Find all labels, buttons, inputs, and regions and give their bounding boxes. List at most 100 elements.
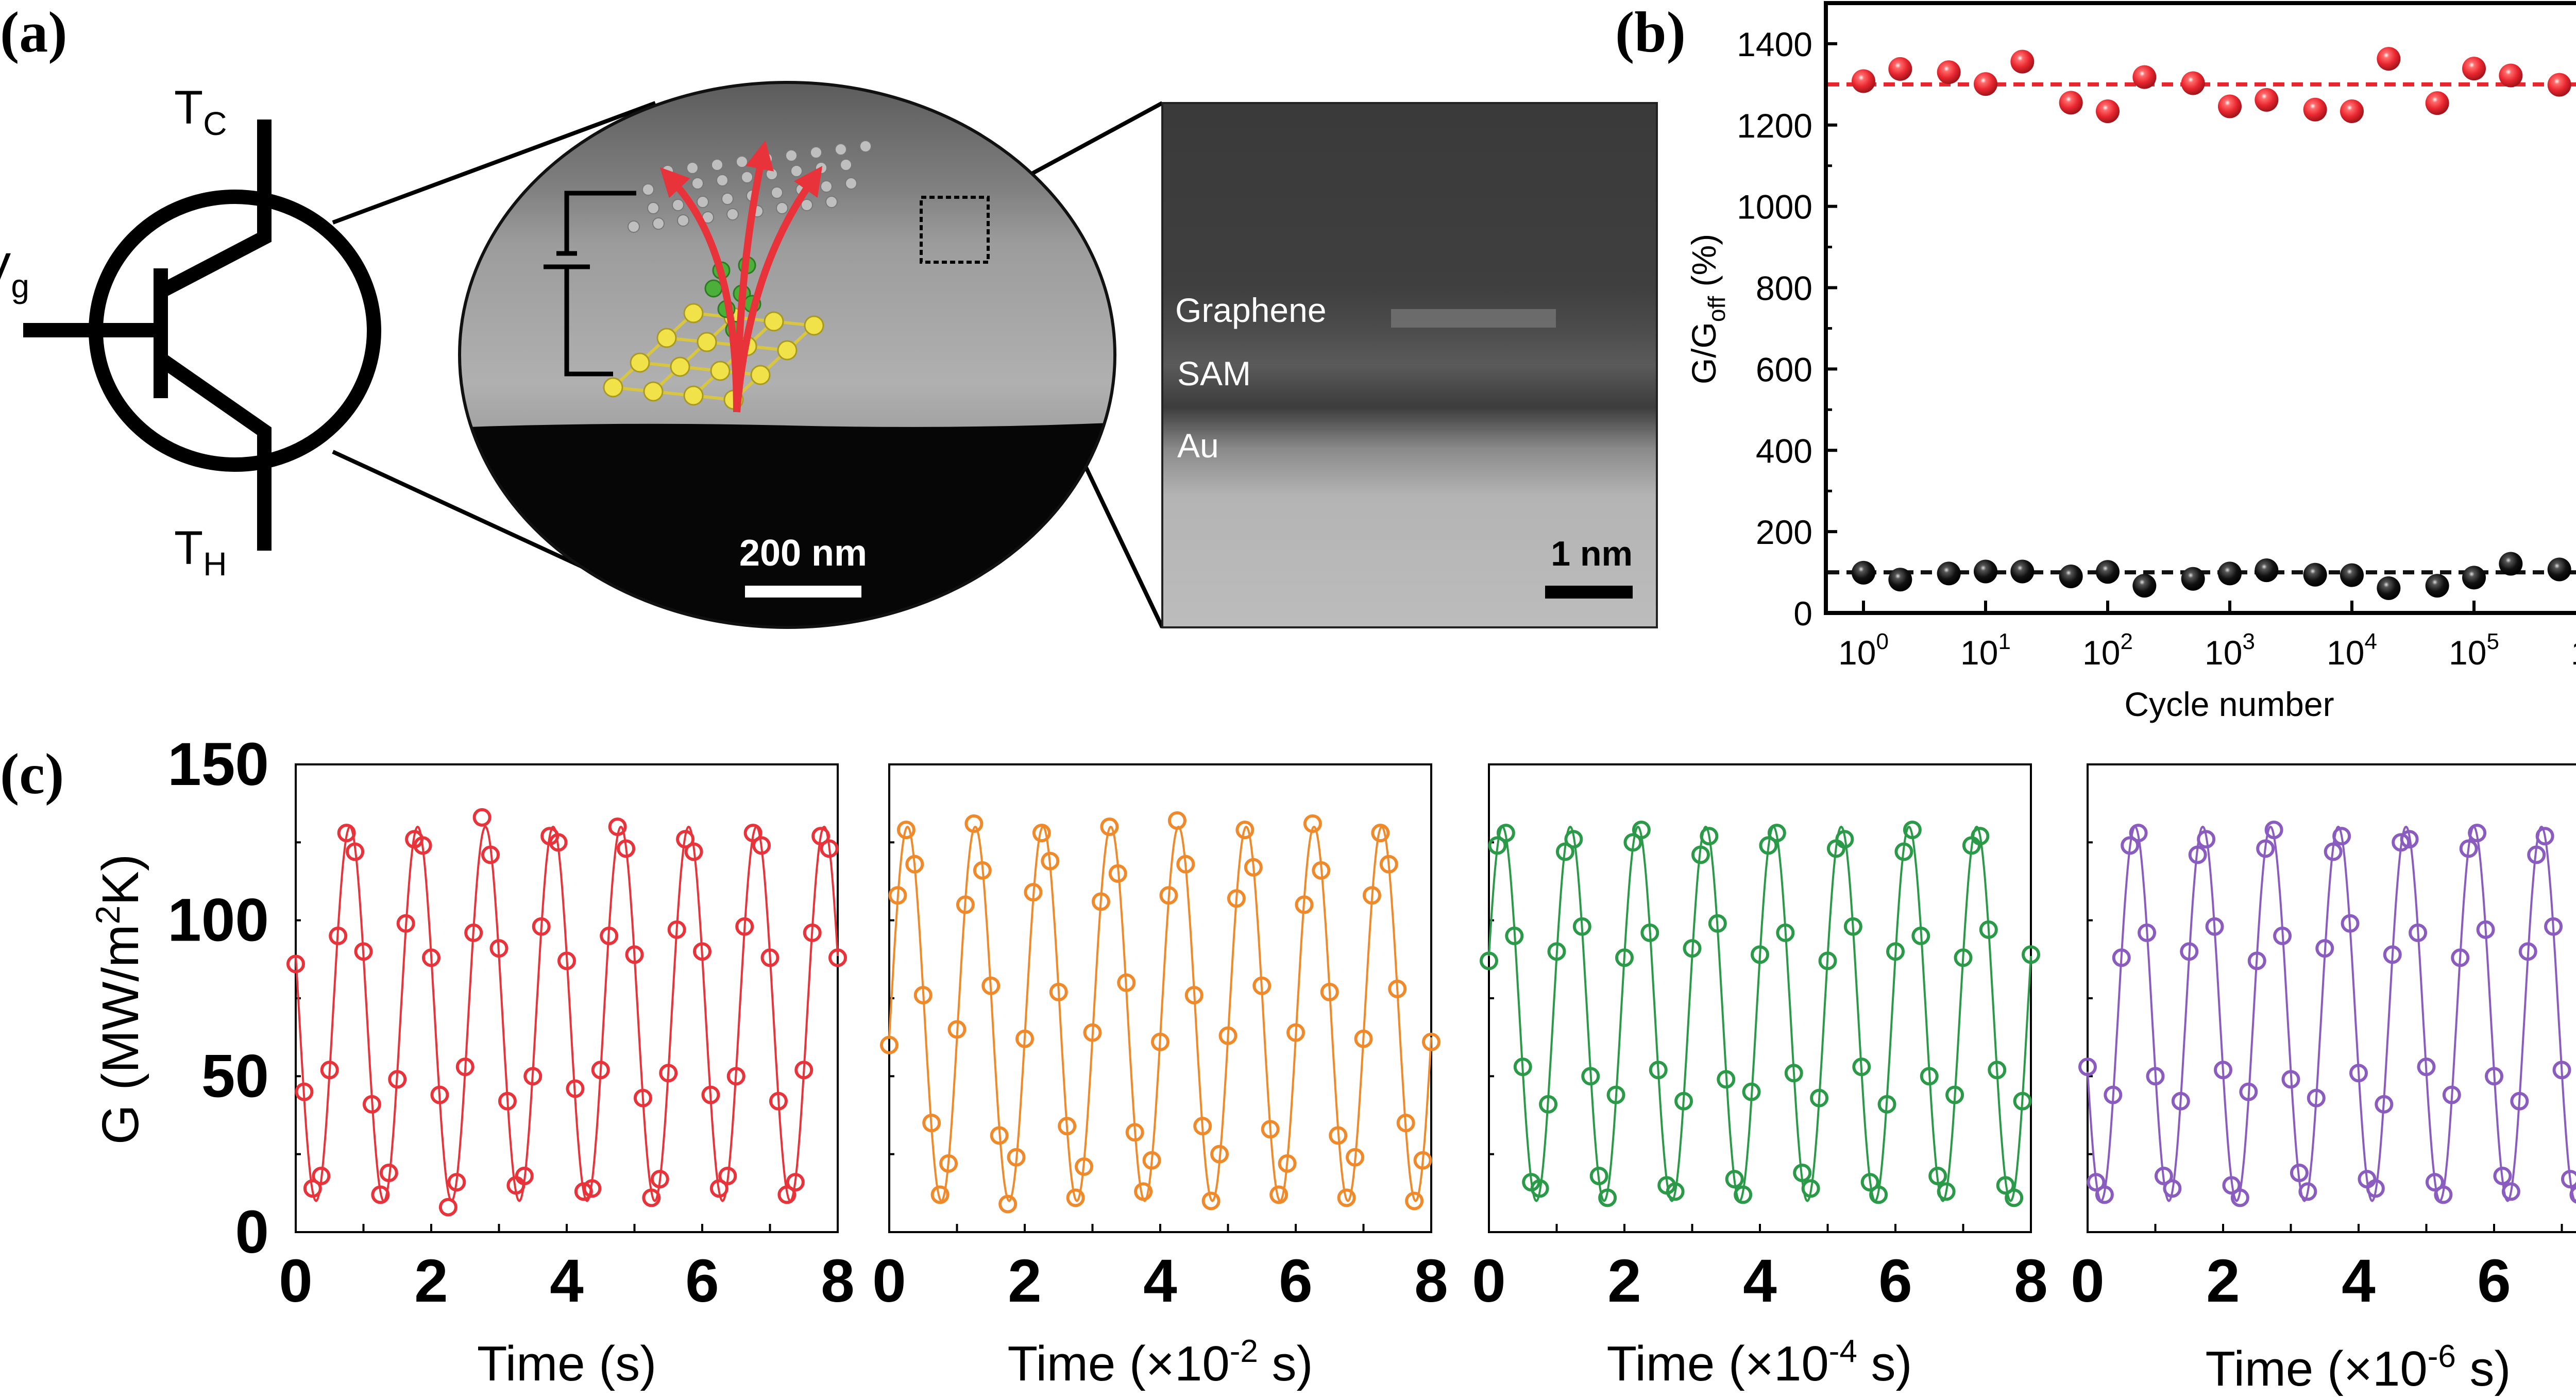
chart-c3: 0 2 4 6 8: [1472, 763, 2048, 1315]
gold-atom: [670, 356, 690, 377]
data-point-on: [2425, 91, 2449, 115]
data-point: [1555, 842, 1574, 861]
data-point: [676, 830, 695, 849]
sem-image: 200 nm: [458, 81, 1116, 629]
data-point: [1134, 1182, 1153, 1201]
data-point-on: [2010, 49, 2035, 74]
tem-label-au: Au: [1177, 426, 1219, 465]
data-point: [2375, 1095, 2394, 1114]
data-point: [1920, 1067, 1939, 1086]
data-point: [1303, 814, 1322, 833]
data-point: [1877, 1095, 1896, 1114]
data-point: [1505, 926, 1524, 945]
data-point-off: [2059, 564, 2083, 588]
fit-line: [1488, 825, 2032, 1202]
data-point: [726, 1067, 745, 1086]
data-point: [752, 836, 771, 855]
data-point: [1996, 1176, 2015, 1195]
data-point: [888, 886, 907, 905]
data-point: [1869, 1185, 1888, 1204]
data-point: [430, 1085, 449, 1104]
graphene-atom: [711, 159, 723, 171]
data-point: [1252, 976, 1272, 995]
data-point: [2197, 830, 2216, 849]
x-axis-label-c1: Time (s): [477, 1336, 656, 1391]
data-point-on: [2181, 71, 2205, 95]
x-tick-label: 6: [2477, 1247, 2511, 1315]
data-point: [786, 1173, 805, 1192]
graphene-atom: [736, 156, 748, 168]
data-point: [1354, 1029, 1373, 1048]
tem-label-graphene: Graphene: [1175, 291, 1327, 329]
x-tick-base: 10: [2082, 634, 2120, 672]
data-point: [760, 948, 779, 967]
sem-scale-bar-label: 200 nm: [739, 533, 867, 574]
data-point: [2518, 942, 2537, 961]
data-point: [286, 954, 305, 974]
data-point: [1513, 1057, 1532, 1077]
data-point: [1151, 1032, 1170, 1051]
x-tick-base: 10: [1838, 634, 1876, 672]
x-tick-label: 4: [2342, 1247, 2376, 1315]
y-axis-label-c: G (MW/m2K): [89, 854, 149, 1145]
data-point-off: [1888, 568, 1912, 592]
conductance-oscillation-charts: 02468050100150024680246802468: [167, 730, 2576, 1315]
data-point: [659, 1064, 678, 1083]
data-point: [1278, 1154, 1297, 1173]
gold-atom: [697, 332, 717, 352]
x-axis-label-c4: Time (×10-6 s): [2205, 1339, 2511, 1396]
graphene-atom: [776, 202, 788, 214]
data-point: [413, 836, 432, 855]
x-tick-label: 101: [1960, 629, 2011, 672]
data-point: [973, 861, 992, 880]
x-tick-exponent: 2: [2120, 629, 2132, 654]
data-point: [1422, 1032, 1440, 1051]
y-axis-label-b: G/Goff (%): [1685, 234, 1730, 384]
data-point: [472, 808, 492, 827]
graphene-atom: [628, 220, 640, 233]
data-point: [2129, 824, 2148, 843]
data-point: [2290, 1163, 2309, 1182]
data-point: [2256, 839, 2275, 858]
graphene-atom: [810, 146, 822, 159]
data-point: [1683, 939, 1702, 958]
data-point: [1496, 824, 1515, 843]
data-point: [1843, 917, 1862, 936]
data-point: [2121, 836, 2140, 855]
data-point: [1405, 1191, 1424, 1210]
gold-atom: [630, 352, 650, 373]
heat-flow-arrows: [659, 140, 823, 413]
data-point: [1227, 889, 1246, 908]
data-point: [2273, 926, 2292, 945]
x-tick-exponent: 5: [2486, 629, 2499, 654]
panel-label-b: (b): [1615, 1, 1686, 64]
data-point: [1564, 830, 1583, 849]
data-point: [498, 1091, 517, 1111]
data-point: [1700, 827, 1719, 846]
data-point: [1024, 883, 1043, 902]
data-point: [1295, 895, 1314, 914]
data-point: [312, 1167, 331, 1186]
graphene-atom: [766, 168, 778, 180]
x-tick-label: 6: [1878, 1247, 1912, 1315]
data-point: [591, 1061, 610, 1080]
fit-line: [2087, 825, 2576, 1202]
data-point: [1058, 1117, 1077, 1136]
data-point-off: [2377, 576, 2401, 600]
data-point: [1767, 824, 1786, 843]
data-point-on: [2303, 97, 2327, 122]
data-point: [1329, 1126, 1348, 1145]
data-point: [1337, 1188, 1356, 1207]
graphene-atom: [790, 165, 803, 177]
data-point: [803, 923, 822, 942]
data-point: [930, 1185, 950, 1204]
data-point: [1388, 979, 1407, 998]
data-point-on: [1974, 72, 1997, 96]
graphene-atom: [825, 196, 838, 208]
data-point: [2561, 1170, 2576, 1189]
fit-line: [888, 825, 1432, 1202]
panel-label-c: (c): [0, 742, 64, 806]
data-point: [701, 1085, 720, 1104]
x-axis-label-c2: Time (×10-2 s): [1007, 1334, 1313, 1391]
